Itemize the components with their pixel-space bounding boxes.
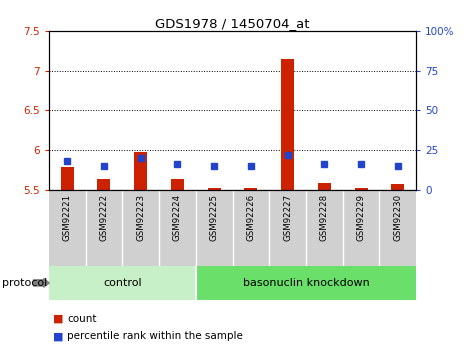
Text: GSM92221: GSM92221 <box>63 194 72 241</box>
Bar <box>392 184 404 190</box>
Title: GDS1978 / 1450704_at: GDS1978 / 1450704_at <box>155 17 310 30</box>
Text: ■: ■ <box>53 332 64 341</box>
Bar <box>281 59 294 190</box>
Text: GSM92230: GSM92230 <box>393 194 402 241</box>
Bar <box>61 167 73 190</box>
Text: control: control <box>103 278 142 288</box>
Bar <box>134 152 147 190</box>
Bar <box>49 266 196 300</box>
Bar <box>208 188 220 190</box>
Bar <box>318 184 331 190</box>
Text: percentile rank within the sample: percentile rank within the sample <box>67 332 243 341</box>
Bar <box>196 266 416 300</box>
Text: GSM92224: GSM92224 <box>173 194 182 241</box>
Bar <box>355 188 367 190</box>
Text: GSM92228: GSM92228 <box>320 194 329 241</box>
Text: GSM92229: GSM92229 <box>357 194 365 240</box>
Text: protocol: protocol <box>2 278 47 288</box>
Text: GSM92223: GSM92223 <box>136 194 145 241</box>
Text: count: count <box>67 314 97 324</box>
Bar <box>98 179 110 190</box>
Bar <box>171 179 184 190</box>
Text: GSM92225: GSM92225 <box>210 194 219 241</box>
Text: GSM92226: GSM92226 <box>246 194 255 241</box>
Text: GSM92227: GSM92227 <box>283 194 292 241</box>
Bar <box>245 188 257 190</box>
Text: ■: ■ <box>53 314 64 324</box>
Text: basonuclin knockdown: basonuclin knockdown <box>243 278 369 288</box>
Text: GSM92222: GSM92222 <box>100 194 108 241</box>
